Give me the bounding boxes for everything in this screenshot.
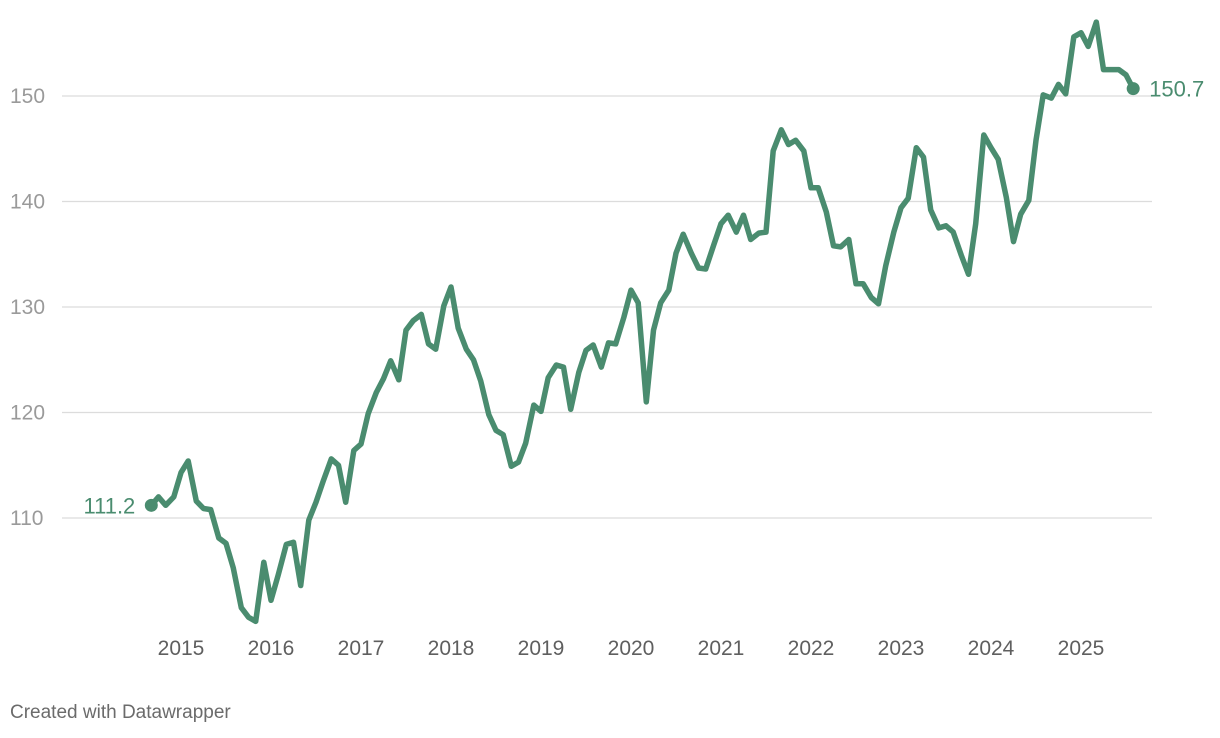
end-annotations: 111.2 150.7 — [84, 77, 1205, 519]
footer-credit: Created with Datawrapper — [10, 702, 231, 723]
y-tick-label: 130 — [10, 296, 45, 319]
x-tick-label: 2024 — [968, 637, 1015, 660]
x-tick-label: 2015 — [158, 637, 205, 660]
y-tick-label: 120 — [10, 402, 45, 425]
x-tick-label: 2018 — [428, 637, 475, 660]
y-axis-tick-labels: 110 120 130 140 150 — [10, 85, 45, 530]
endpoint-label: 111.2 — [84, 493, 136, 518]
grid-lines — [62, 95, 1152, 519]
endpoint-dot — [144, 498, 158, 512]
y-tick-label: 110 — [10, 507, 43, 530]
x-tick-label: 2016 — [248, 637, 295, 660]
series-line — [148, 19, 1136, 625]
endpoint-label: 150.7 — [1149, 77, 1204, 102]
line-chart: 110 120 130 140 150 2015 2016 2017 2018 2019 2020… — [10, 19, 1205, 660]
x-tick-label: 2020 — [608, 637, 655, 660]
y-tick-label: 150 — [10, 85, 45, 108]
x-tick-label: 2019 — [518, 637, 565, 660]
endpoint-dot — [1126, 82, 1140, 96]
x-tick-label: 2023 — [878, 637, 925, 660]
x-tick-label: 2021 — [698, 637, 745, 660]
x-tick-label: 2025 — [1058, 637, 1105, 660]
x-tick-label: 2022 — [788, 637, 835, 660]
x-axis-tick-labels: 2015 2016 2017 2018 2019 2020 2021 2022 2023 2024… — [158, 637, 1105, 660]
y-tick-label: 140 — [10, 191, 45, 214]
x-tick-label: 2017 — [338, 637, 385, 660]
